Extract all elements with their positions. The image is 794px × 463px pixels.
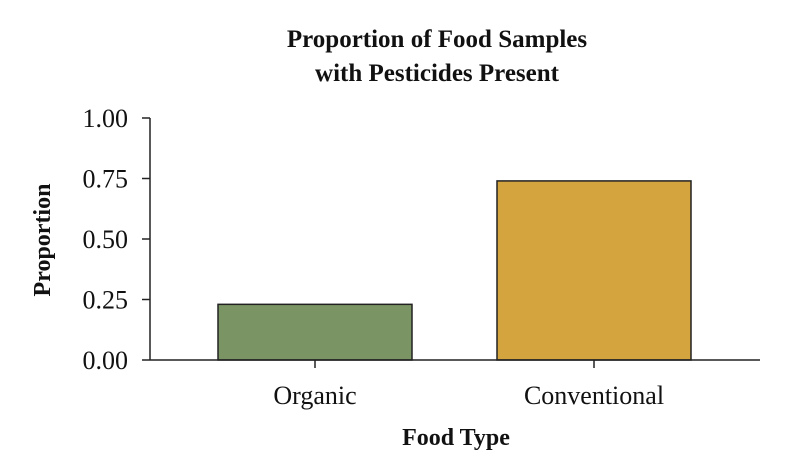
y-tick-label: 0.25 [83,286,129,315]
chart-title: Proportion of Food Samples [287,26,588,53]
chart-subtitle: with Pesticides Present [315,60,560,87]
x-tick-label-conventional: Conventional [524,381,664,410]
y-tick-label: 1.00 [83,104,129,133]
bars-group [217,180,692,361]
x-axis-ticks: Organic Conventional [273,360,664,410]
bar-conventional [496,180,692,361]
y-axis-label: Proportion [30,184,56,297]
y-tick-label: 0.75 [83,165,129,194]
x-tick-label-organic: Organic [273,381,356,410]
bar-organic [217,303,413,361]
y-axis-ticks: 0.00 0.25 0.50 0.75 1.00 [83,104,150,375]
x-axis-label: Food Type [402,425,510,451]
y-tick-label: 0.00 [83,346,129,375]
y-tick-label: 0.50 [83,225,129,254]
